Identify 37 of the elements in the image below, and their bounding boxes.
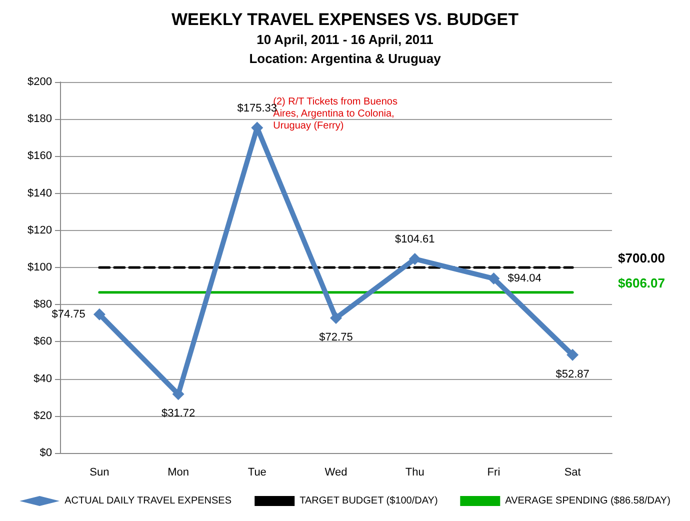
chart-title: WEEKLY TRAVEL EXPENSES VS. BUDGET [171, 10, 520, 29]
text: $606.07 [618, 275, 665, 290]
point [330, 312, 342, 324]
y-tick-label: $100 [28, 262, 52, 274]
y-tick-label: $20 [34, 410, 52, 422]
chart-subtitle: 10 April, 2011 - 16 April, 2011 Location: Argentina & Uruguay [249, 32, 442, 66]
x-tick-label: Fri [487, 466, 500, 478]
y-tick-label: $120 [28, 224, 52, 236]
x-tick-label: Wed [324, 466, 348, 478]
y-tick-label: $180 [28, 113, 52, 126]
data-label: $72.75 [319, 332, 353, 344]
y-tick-label: $140 [28, 187, 52, 200]
y-tick-label: $0 [40, 447, 52, 459]
y-tick-label: $60 [34, 336, 52, 348]
data-label: $52.87 [556, 368, 590, 380]
point [172, 388, 184, 400]
point [93, 308, 106, 320]
data-label: $104.61 [394, 233, 435, 246]
x-tick-label: Sun [90, 466, 110, 478]
point [408, 252, 421, 265]
y-tick-label: $40 [34, 372, 52, 385]
point [566, 348, 579, 361]
point [488, 272, 500, 285]
legend-label: AVERAGE SPENDING ($86.58/DAY) [505, 496, 670, 506]
data-label: $74.75 [52, 308, 86, 320]
data-label: $31.72 [161, 408, 196, 420]
x-tick-label: Mon [168, 466, 189, 478]
data-label: $94.04 [508, 272, 542, 285]
x-tick-label: Tue [248, 466, 266, 478]
y-tick-label: $200 [28, 76, 52, 88]
legend-label: TARGET BUDGET ($100/DAY) [300, 496, 438, 506]
y-tick-label: $80 [34, 298, 52, 311]
text: $700.00 [618, 250, 665, 266]
x-tick-label: Thu [405, 466, 424, 478]
legend-label: ACTUAL DAILY TRAVEL EXPENSES [64, 496, 232, 506]
x-tick-label: Sat [564, 466, 581, 478]
y-tick-label: $160 [28, 150, 52, 162]
